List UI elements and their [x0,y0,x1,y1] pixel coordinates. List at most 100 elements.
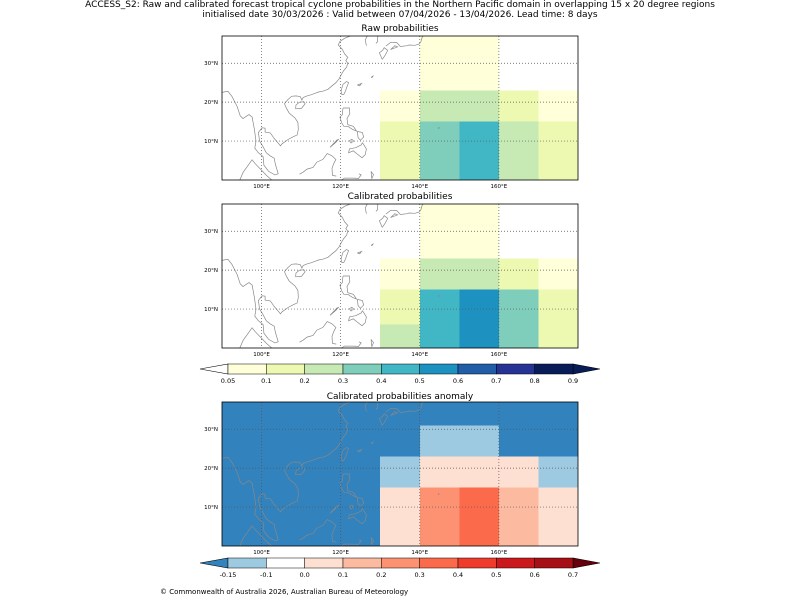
anomaly-colorbar-label-2: 0.0 [299,571,309,579]
anomaly-colorbar-label-9: 0.7 [568,571,578,579]
anomaly-colorbar-label-6: 0.4 [453,571,463,579]
anomaly-xtick-label-3: 160°E [491,550,508,556]
raw-ytick-label-1: 20°N [204,100,218,106]
anomaly-colorbar-segment-0 [227,557,267,569]
anomaly-coastline-5 [348,504,355,510]
probability-colorbar-segment-3 [342,363,382,375]
raw-cell-5 [380,121,420,180]
calibrated-coastline-11 [370,339,374,348]
raw-coastline-3 [339,107,358,132]
calibrated-ytick-label-1: 20°N [204,268,218,274]
anomaly-colorbar-segment-8 [534,557,574,569]
anomaly-coastline-1 [295,467,306,476]
anomaly-coastline-8 [299,519,337,543]
anomaly-colorbar-label-3: 0.1 [338,571,348,579]
probability-colorbar-label-9: 0.9 [568,377,578,385]
anomaly-colorbar-label-1: -0.1 [260,571,273,579]
anomaly-coastline-18 [371,441,375,445]
figure-title-line2: initialised date 30/03/2026 : Valid betw… [202,10,598,20]
raw-coastline-8 [299,153,337,177]
raw-cell-8 [419,121,460,180]
anomaly-coastline-15 [375,402,379,410]
calibrated-xtick-label-0: 100°E [253,352,270,358]
raw-coastline-17 [385,41,401,47]
anomaly-plot-area [222,402,578,546]
raw-xtick-label-3: 160°E [491,184,508,190]
calibrated-xtick-label-3: 160°E [491,352,508,358]
anomaly-coastline-13 [390,411,399,416]
calibrated-coastline-19 [438,294,440,298]
calibrated-coastline-18 [371,243,375,247]
raw-coastline-1 [295,101,306,110]
anomaly-coastline-16 [400,402,424,413]
calibrated-cell-10 [459,289,499,348]
anomaly-frame [221,401,579,547]
panel-title-raw: Raw probabilities [361,24,439,34]
raw-coastline-15 [375,36,379,44]
raw-coastline-2 [340,81,350,95]
probability-colorbar-segment-2 [304,363,344,375]
panel-title-anomaly: Calibrated probabilities anomaly [326,392,474,402]
calibrated-xtick-label-1: 120°E [332,352,349,358]
probability-colorbar-extend-high [572,363,601,375]
raw-coastline-13 [390,45,399,50]
calibrated-frame [221,203,579,349]
anomaly-coastline-10 [340,539,362,546]
anomaly-ytick-label-1: 20°N [204,466,218,472]
calibrated-coastline-9 [239,327,273,348]
anomaly-cell-4 [419,456,499,488]
anomaly-colorbar-extend-low [199,557,229,569]
calibrated-coastline-12 [378,215,389,228]
anomaly-cell-10 [459,487,499,546]
anomaly-colorbar-label-0: -0.15 [220,571,237,579]
raw-coastline-19 [438,126,440,130]
anomaly-coastline-6 [348,508,367,525]
raw-coastline-10 [340,173,362,180]
probability-colorbar-segment-6 [457,363,497,375]
anomaly-coastline-11 [370,537,374,546]
calibrated-ytick-label-2: 30°N [204,229,218,235]
probability-colorbar-segment-0 [227,363,267,375]
calibrated-cell-7 [538,289,578,348]
probability-colorbar-segment-4 [381,363,420,375]
anomaly-colorbar-segment-5 [419,557,459,569]
anomaly-cell-7 [538,487,578,546]
probability-colorbar-segment-7 [496,363,535,375]
probability-colorbar-label-6: 0.6 [453,377,463,385]
raw-cell-2 [538,90,578,122]
anomaly-coastline-19 [438,492,440,496]
anomaly-colorbar-segment-7 [496,557,535,569]
calibrated-coastline-2 [340,249,350,263]
anomaly-coastline-9 [239,525,273,546]
probability-colorbar-label-8: 0.8 [529,377,539,385]
probability-colorbar-label-7: 0.7 [491,377,501,385]
anomaly-ytick-label-0: 10°N [204,505,218,511]
probability-colorbar-label-2: 0.2 [299,377,309,385]
probability-colorbar-label-4: 0.4 [376,377,386,385]
probability-colorbar-label-5: 0.5 [414,377,424,385]
anomaly-cell-9 [419,487,460,546]
raw-plot-area [222,36,578,180]
anomaly-colorbar-segment-2 [304,557,344,569]
anomaly-coastline-3 [339,473,358,498]
raw-ytick-label-2: 30°N [204,61,218,67]
calibrated-coastline-17 [385,209,401,215]
raw-xtick-label-2: 140°E [411,184,428,190]
calibrated-coastline-20 [357,250,363,255]
probability-colorbar-segment-8 [534,363,574,375]
calibrated-coastline-14 [364,204,369,214]
calibrated-xtick-label-2: 140°E [411,352,428,358]
calibrated-cell-8 [498,289,539,348]
calibrated-coastline-13 [390,213,399,218]
calibrated-coastline-15 [375,204,379,212]
calibrated-coastline-6 [348,310,367,327]
calibrated-cell-3 [498,258,539,290]
calibrated-coastline-10 [340,341,362,348]
anomaly-cell-2 [538,456,578,488]
probability-colorbar-label-0: 0.05 [221,377,235,385]
anomaly-coastline-7 [329,504,339,514]
raw-ytick-label-0: 10°N [204,139,218,145]
probability-colorbar-extend-low [199,363,229,375]
panel-title-calibrated: Calibrated probabilities [347,192,453,202]
anomaly-cell-5 [380,487,420,523]
